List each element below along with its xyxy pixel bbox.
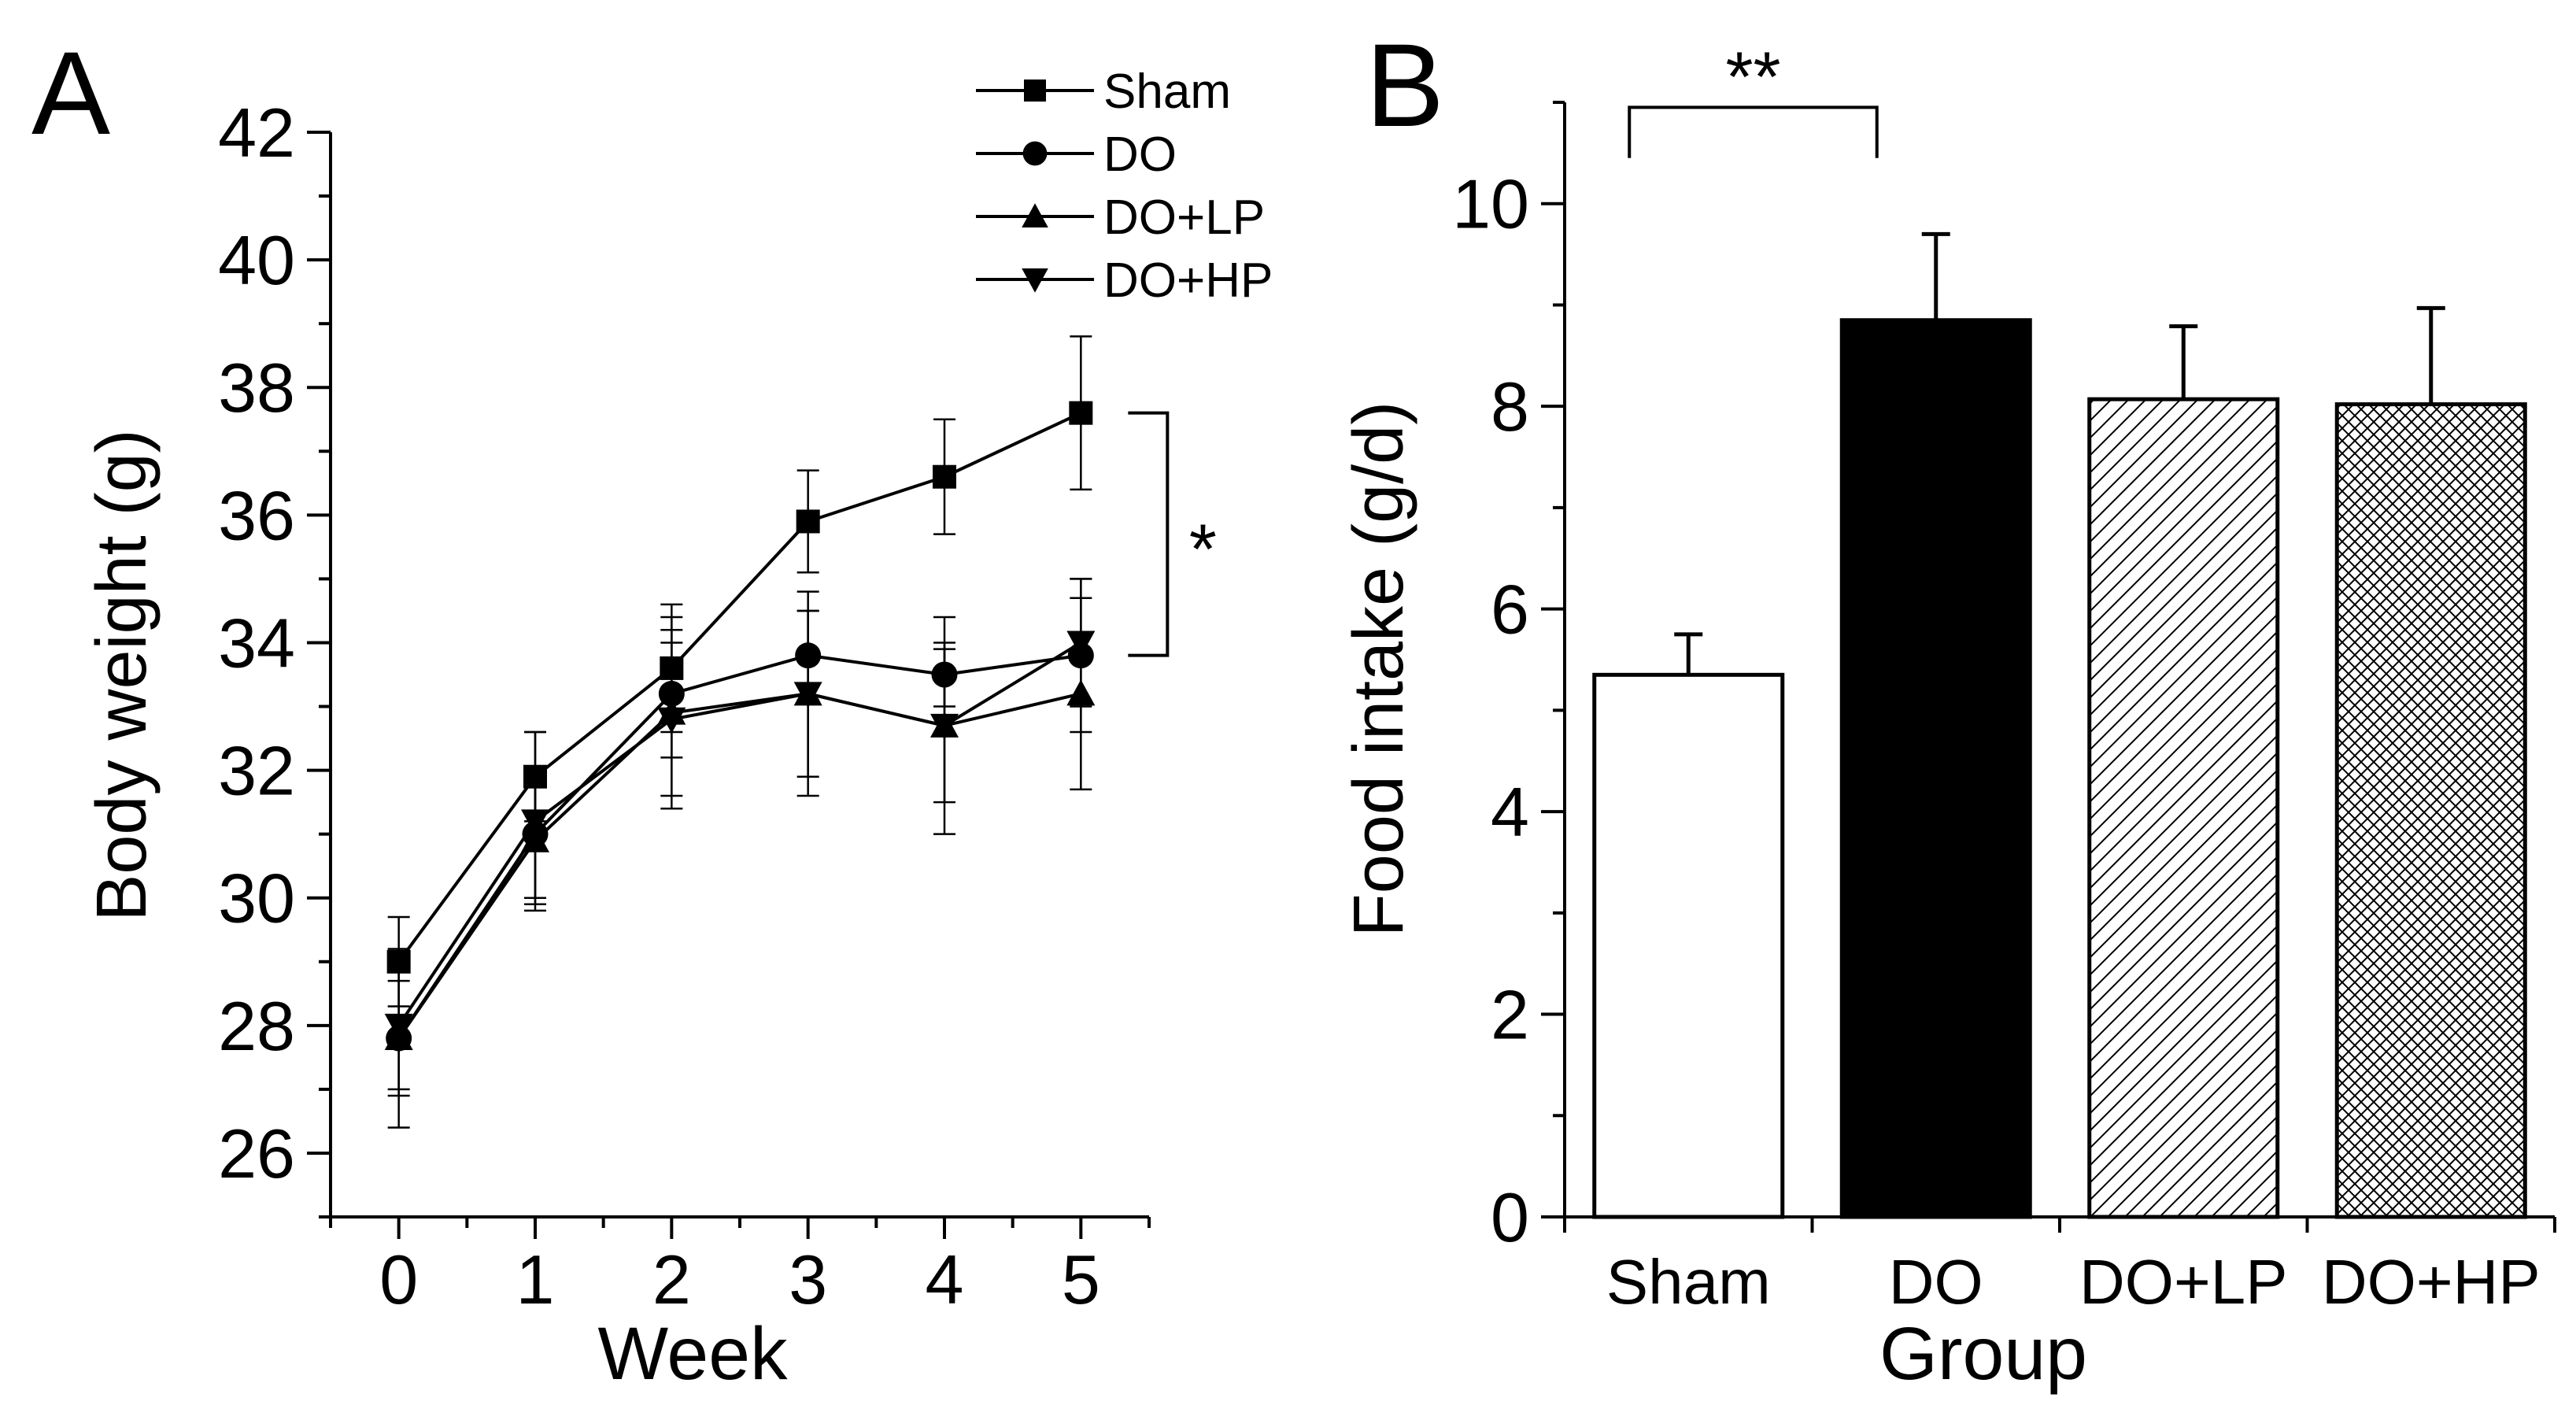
panel-b-y-tick-label: 8 — [1491, 368, 1529, 446]
panel-b-y-tick-label: 6 — [1491, 571, 1529, 649]
panel-a-line-do — [397, 653, 1081, 1040]
panel-a-x-tick-label: 4 — [926, 1241, 964, 1318]
panel-b-error-bar-sham — [1674, 632, 1703, 675]
panel-a-y-axis-label: Body weight (g) — [83, 429, 161, 921]
panel-b-x-ticks: Sham DO DO+LP DO+HP — [1563, 1217, 2556, 1317]
panel-a-x-tick-label: 3 — [789, 1241, 827, 1318]
panel-a-y-tick-label: 26 — [218, 1115, 295, 1193]
panel-b-error-bar-do-hp — [2416, 305, 2445, 405]
panel-b-x-tick-label: Sham — [1606, 1247, 1771, 1317]
panel-b-y-tick-label: 4 — [1491, 773, 1529, 851]
panel-b-significance-bracket — [1628, 105, 1879, 158]
panel-a-legend: Sham DO DO+LP DO+HP — [976, 65, 1273, 308]
panel-b-y-ticks: 0 2 4 6 8 10 — [1452, 101, 1565, 1256]
panel-a-error-bars — [387, 335, 1092, 1129]
panel-b: B 0 2 4 6 8 10 Sham DO DO+LP DO+HP Group Food in… — [1340, 19, 2556, 1396]
panel-a-point-do-hp — [930, 713, 959, 740]
panel-a-series-lines — [397, 411, 1082, 1040]
panel-b-bar-do-hp — [2334, 402, 2527, 1219]
panel-a-point-do-lp — [521, 826, 549, 852]
panel-b-y-tick-label: 2 — [1491, 976, 1529, 1054]
panel-a-y-tick-label: 40 — [218, 221, 295, 299]
panel-a-legend-marker-sham — [1024, 80, 1046, 102]
panel-a-legend-label-do-lp: DO+LP — [1103, 190, 1265, 245]
panel-a-point-sham — [796, 509, 820, 534]
panel-a-x-ticks: 0 1 2 3 4 5 — [329, 1217, 1151, 1318]
panel-b-error-bar-do — [1921, 231, 1950, 320]
panel-a-point-do-hp — [384, 1013, 413, 1040]
panel-a-point-do-lp — [1066, 679, 1096, 706]
panel-a-point-sham — [523, 764, 547, 789]
panel-b-significance-label: ** — [1725, 38, 1780, 116]
panel-a-legend-item-sham: Sham — [976, 65, 1231, 119]
panel-b-x-axis-label: Group — [1879, 1312, 2087, 1396]
panel-a-legend-label-do-hp: DO+HP — [1103, 253, 1273, 308]
panel-a-point-do — [795, 642, 822, 669]
panel-a-y-tick-label: 38 — [218, 349, 295, 427]
panel-a-y-tick-label: 32 — [218, 732, 295, 810]
panel-a-line-do-lp — [397, 692, 1081, 1040]
panel-b-x-tick-label: DO — [1889, 1247, 1983, 1317]
panel-a-x-tick-label: 0 — [379, 1241, 418, 1318]
panel-a-significance: * — [1128, 411, 1217, 657]
panel-a-legend-item-do-lp: DO+LP — [976, 190, 1265, 245]
panel-b-y-tick-label: 10 — [1452, 165, 1529, 243]
panel-a-point-do-hp — [657, 707, 686, 734]
panel-b-bar-sham — [1592, 672, 1785, 1219]
panel-a-point-do-hp — [521, 809, 549, 836]
panel-a-x-axis-label: Week — [597, 1312, 788, 1396]
panel-a-legend-label-do: DO — [1103, 128, 1177, 182]
panel-a-line-do-hp — [397, 641, 1082, 1026]
panel-a-point-sham — [933, 464, 956, 489]
panel-b-y-tick-label: 0 — [1491, 1178, 1529, 1256]
panel-b-bar-do — [1839, 318, 2032, 1219]
panel-a-point-do-hp — [793, 682, 822, 708]
panel-a-legend-item-do-hp: DO+HP — [976, 253, 1273, 308]
panel-a-significance-bracket — [1128, 411, 1170, 657]
panel-a-x-tick-label: 5 — [1062, 1241, 1100, 1318]
panel-b-error-bars — [1674, 231, 2445, 675]
panel-a-data-points — [384, 401, 1096, 1052]
panel-b-x-tick-label: DO+HP — [2322, 1247, 2541, 1317]
panel-a-legend-label-sham: Sham — [1103, 65, 1231, 119]
panel-a-point-do — [931, 661, 958, 688]
panel-a-point-sham — [386, 949, 411, 974]
panel-b-error-bar-do-lp — [2169, 324, 2198, 400]
panel-b-bar-do-lp — [2087, 397, 2280, 1219]
panel-a-label: A — [31, 27, 110, 159]
panel-b-label: B — [1366, 19, 1444, 151]
panel-a-x-tick-label: 1 — [516, 1241, 555, 1318]
panel-b-x-tick-label: DO+LP — [2079, 1247, 2288, 1317]
panel-a-y-tick-label: 34 — [218, 604, 295, 682]
panel-a-y-tick-label: 36 — [218, 476, 295, 554]
panel-a-point-sham — [1069, 401, 1093, 425]
panel-a-y-ticks: 26 28 30 32 34 36 38 40 42 — [218, 94, 331, 1218]
panel-a-line-sham — [397, 411, 1082, 963]
panel-b-y-axis-label: Food intake (g/d) — [1340, 401, 1418, 937]
panel-a-point-do — [658, 680, 685, 707]
panel-a-y-tick-label: 30 — [218, 860, 295, 937]
panel-a-legend-marker-do-lp — [1022, 203, 1048, 227]
panel-a-legend-item-do: DO — [976, 128, 1177, 182]
panel-b-significance: ** — [1628, 38, 1879, 158]
panel-a-legend-marker-do — [1022, 141, 1048, 166]
panel-a-point-sham — [660, 656, 684, 680]
panel-a-y-tick-label: 28 — [218, 987, 295, 1065]
panel-b-bars — [1592, 318, 2527, 1219]
panel-a-x-tick-label: 2 — [652, 1241, 691, 1318]
panel-a-legend-marker-do-hp — [1022, 268, 1048, 293]
panel-a-significance-label: * — [1189, 511, 1217, 590]
panel-a-point-do-hp — [1066, 630, 1096, 657]
panel-a-y-tick-label: 42 — [218, 94, 295, 172]
